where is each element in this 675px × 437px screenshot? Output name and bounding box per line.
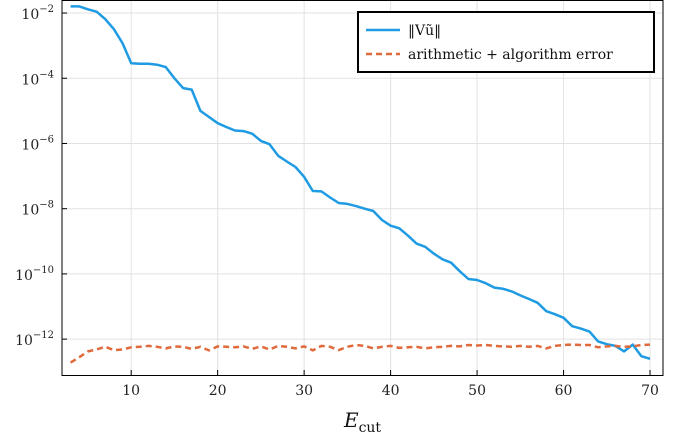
- y-tick-label-exponent: −12: [33, 330, 54, 341]
- y-tick-label-base: 10: [21, 137, 39, 153]
- y-tick-label: 10−8: [21, 200, 54, 219]
- y-tick-label-base: 10: [21, 72, 39, 88]
- y-tick-label-exponent: −2: [39, 4, 54, 15]
- x-tick-label: 50: [468, 383, 486, 399]
- x-tick-label: 40: [382, 383, 400, 399]
- x-tick-label: 70: [641, 383, 659, 399]
- y-tick-label: 10−4: [21, 69, 54, 88]
- y-tick-label: 10−10: [15, 265, 54, 284]
- x-axis-label-main: E: [343, 408, 359, 432]
- y-tick-label-base: 10: [21, 7, 39, 23]
- x-axis-label: Ecut: [343, 408, 381, 436]
- y-tick-label-exponent: −6: [39, 134, 54, 145]
- y-tick-label-base: 10: [15, 268, 33, 284]
- x-tick-label: 10: [122, 383, 140, 399]
- series-line-1: [70, 5, 651, 360]
- x-tick-label: 30: [295, 383, 313, 399]
- legend-label-2: arithmetic + algorithm error: [408, 47, 613, 63]
- y-tick-label-base: 10: [21, 203, 39, 219]
- y-tick-label: 10−2: [21, 4, 54, 23]
- y-tick-label-exponent: −8: [39, 200, 54, 211]
- series-line-2: [69, 343, 651, 364]
- x-tick-label: 20: [209, 383, 227, 399]
- plot-frame: [61, 0, 664, 376]
- series-layer: [69, 5, 651, 364]
- y-tick-label: 10−6: [21, 134, 54, 153]
- x-axis-label-subscript: cut: [359, 420, 382, 436]
- y-tick-label-exponent: −10: [33, 265, 54, 276]
- legend-box: [357, 11, 655, 73]
- y-tick-label: 10−12: [15, 330, 54, 349]
- x-tick-label: 60: [555, 383, 573, 399]
- legend-label-1: ‖Vũ‖: [408, 23, 441, 39]
- y-tick-label-exponent: −4: [39, 69, 54, 80]
- legend: ‖Vũ‖ arithmetic + algorithm error: [357, 11, 655, 73]
- y-tick-label-base: 10: [15, 333, 33, 349]
